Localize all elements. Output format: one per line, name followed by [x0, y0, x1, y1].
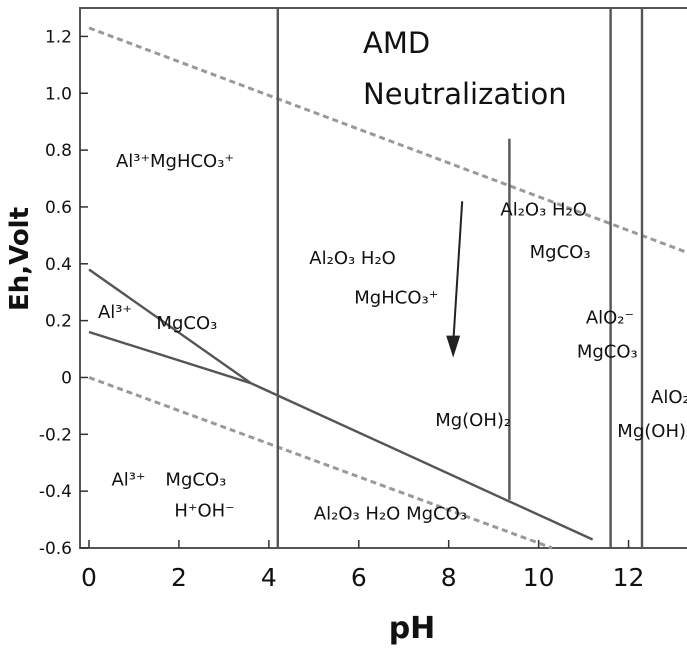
region-label: Al³⁺: [98, 302, 132, 323]
region-label: Al₂O₃ H₂O MgCO₃: [314, 504, 467, 525]
region-label: MgCO₃: [577, 342, 638, 363]
region-label: AlO₂⁻: [651, 387, 687, 408]
water-stability-line: [88, 376, 553, 550]
chart-title-line1: AMD: [363, 26, 430, 60]
x-tick-label: 0: [81, 563, 97, 592]
y-tick-label: -0.4: [39, 482, 72, 502]
plot-area: -0.6 -0.4 -0.2 0 0.2 0.4 0.6 0.8 1.0 1.2 0 2 4 6 8 10 12…: [39, 7, 687, 592]
phase-boundary-line: [88, 330, 252, 385]
phase-boundary-line: [250, 382, 594, 541]
y-tick-label: 0: [61, 368, 72, 388]
plot-frame: [79, 7, 687, 549]
region-label: Al₂O₃ H₂O: [500, 199, 587, 220]
x-tick-label: 12: [613, 563, 645, 592]
y-tick-label: 1.2: [45, 27, 72, 47]
region-label: Al₂O₃ H₂O: [309, 248, 396, 269]
y-tick-label: 0.2: [45, 312, 72, 332]
region-label: MgHCO₃⁺: [354, 288, 438, 309]
y-tick-label: 0.6: [45, 198, 72, 218]
x-tick-label: 4: [261, 563, 277, 592]
water-stability-line: [88, 26, 687, 254]
x-tick-label: 8: [441, 563, 457, 592]
y-tick-label: -0.2: [39, 425, 72, 445]
chart-title-line2: Neutralization: [363, 77, 567, 111]
region-label: H⁺OH⁻: [174, 501, 234, 522]
y-tick-label: -0.6: [39, 539, 72, 559]
arrow-head: [446, 335, 461, 358]
y-tick-label: 0.4: [45, 255, 72, 275]
x-tick-label: 10: [523, 563, 555, 592]
region-label: Mg(OH)₂: [435, 410, 511, 431]
x-tick-label: 2: [171, 563, 187, 592]
y-tick-label: 0.8: [45, 141, 72, 161]
region-label: MgCO₃: [156, 313, 217, 334]
y-axis-label: Eh,Volt: [5, 207, 35, 311]
region-label: Al³⁺MgHCO₃⁺: [116, 151, 234, 172]
region-label: MgCO₃: [530, 242, 591, 263]
region-label: MgCO₃: [165, 469, 226, 490]
neutralization-arrow: [452, 201, 464, 344]
region-label: Al³⁺: [111, 469, 145, 490]
region-label: Mg(OH)₂: [617, 421, 687, 442]
x-axis-label: pH: [389, 611, 436, 646]
phase-boundary-line: [88, 268, 252, 385]
y-tick-label: 1.0: [45, 84, 72, 104]
region-label: AlO₂⁻: [586, 307, 634, 328]
x-tick-label: 6: [351, 563, 367, 592]
